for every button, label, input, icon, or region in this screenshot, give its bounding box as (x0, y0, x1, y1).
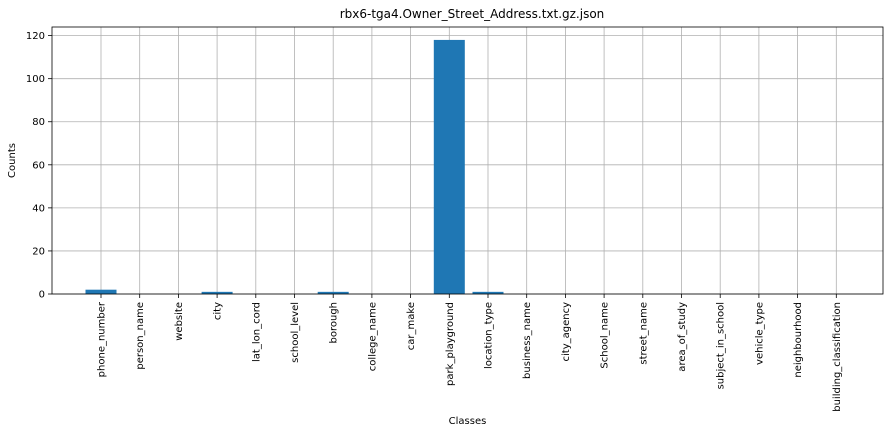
x-tick-label: borough (329, 302, 340, 344)
y-tick-label: 120 (26, 31, 45, 42)
y-tick-label: 100 (26, 74, 45, 85)
bar-phone_number (85, 289, 117, 294)
bar-location_type (472, 291, 504, 294)
y-tick-label: 60 (32, 160, 45, 171)
x-tick-label: city (213, 302, 224, 320)
x-tick-label: school_level (290, 302, 301, 363)
x-tick-label: vehicle_type (754, 302, 765, 365)
y-tick-label: 80 (32, 117, 45, 128)
x-axis-label: Classes (449, 416, 487, 427)
y-axis-label: Counts (7, 143, 18, 178)
bar-park_playground (433, 39, 465, 294)
x-tick-label: subject_in_school (716, 302, 727, 389)
x-tick-label: street_name (638, 302, 649, 365)
x-tick-label: business_name (522, 302, 533, 379)
bar-borough (317, 291, 349, 294)
grid-lines (52, 27, 883, 295)
x-tick-label: car_make (406, 302, 417, 350)
x-tick-label: website (174, 302, 185, 341)
x-axis-ticks: phone_number person_name website city lat_lo… (97, 294, 843, 412)
bar-city (201, 291, 233, 294)
y-tick-label: 20 (32, 246, 45, 257)
bars (85, 39, 504, 294)
x-tick-label: area_of_study (677, 302, 688, 372)
plot-frame (51, 26, 884, 295)
x-tick-label: neighbourhood (793, 302, 804, 378)
x-tick-label: location_type (484, 302, 495, 369)
x-tick-label: person_name (135, 302, 146, 370)
x-tick-label: city_agency (561, 302, 572, 362)
x-tick-label: park_playground (445, 302, 456, 386)
x-tick-label: phone_number (97, 301, 108, 377)
y-tick-label: 40 (32, 203, 45, 214)
y-tick-label: 0 (39, 290, 45, 301)
y-axis-ticks: 0 20 40 60 80 100 120 (26, 31, 52, 301)
x-tick-label: School_name (600, 302, 611, 369)
chart-title: rbx6-tga4.Owner_Street_Address.txt.gz.js… (340, 7, 605, 21)
x-tick-label: building_classification (832, 302, 843, 412)
x-tick-label: lat_lon_cord (251, 302, 262, 362)
x-tick-label: college_name (367, 302, 378, 371)
